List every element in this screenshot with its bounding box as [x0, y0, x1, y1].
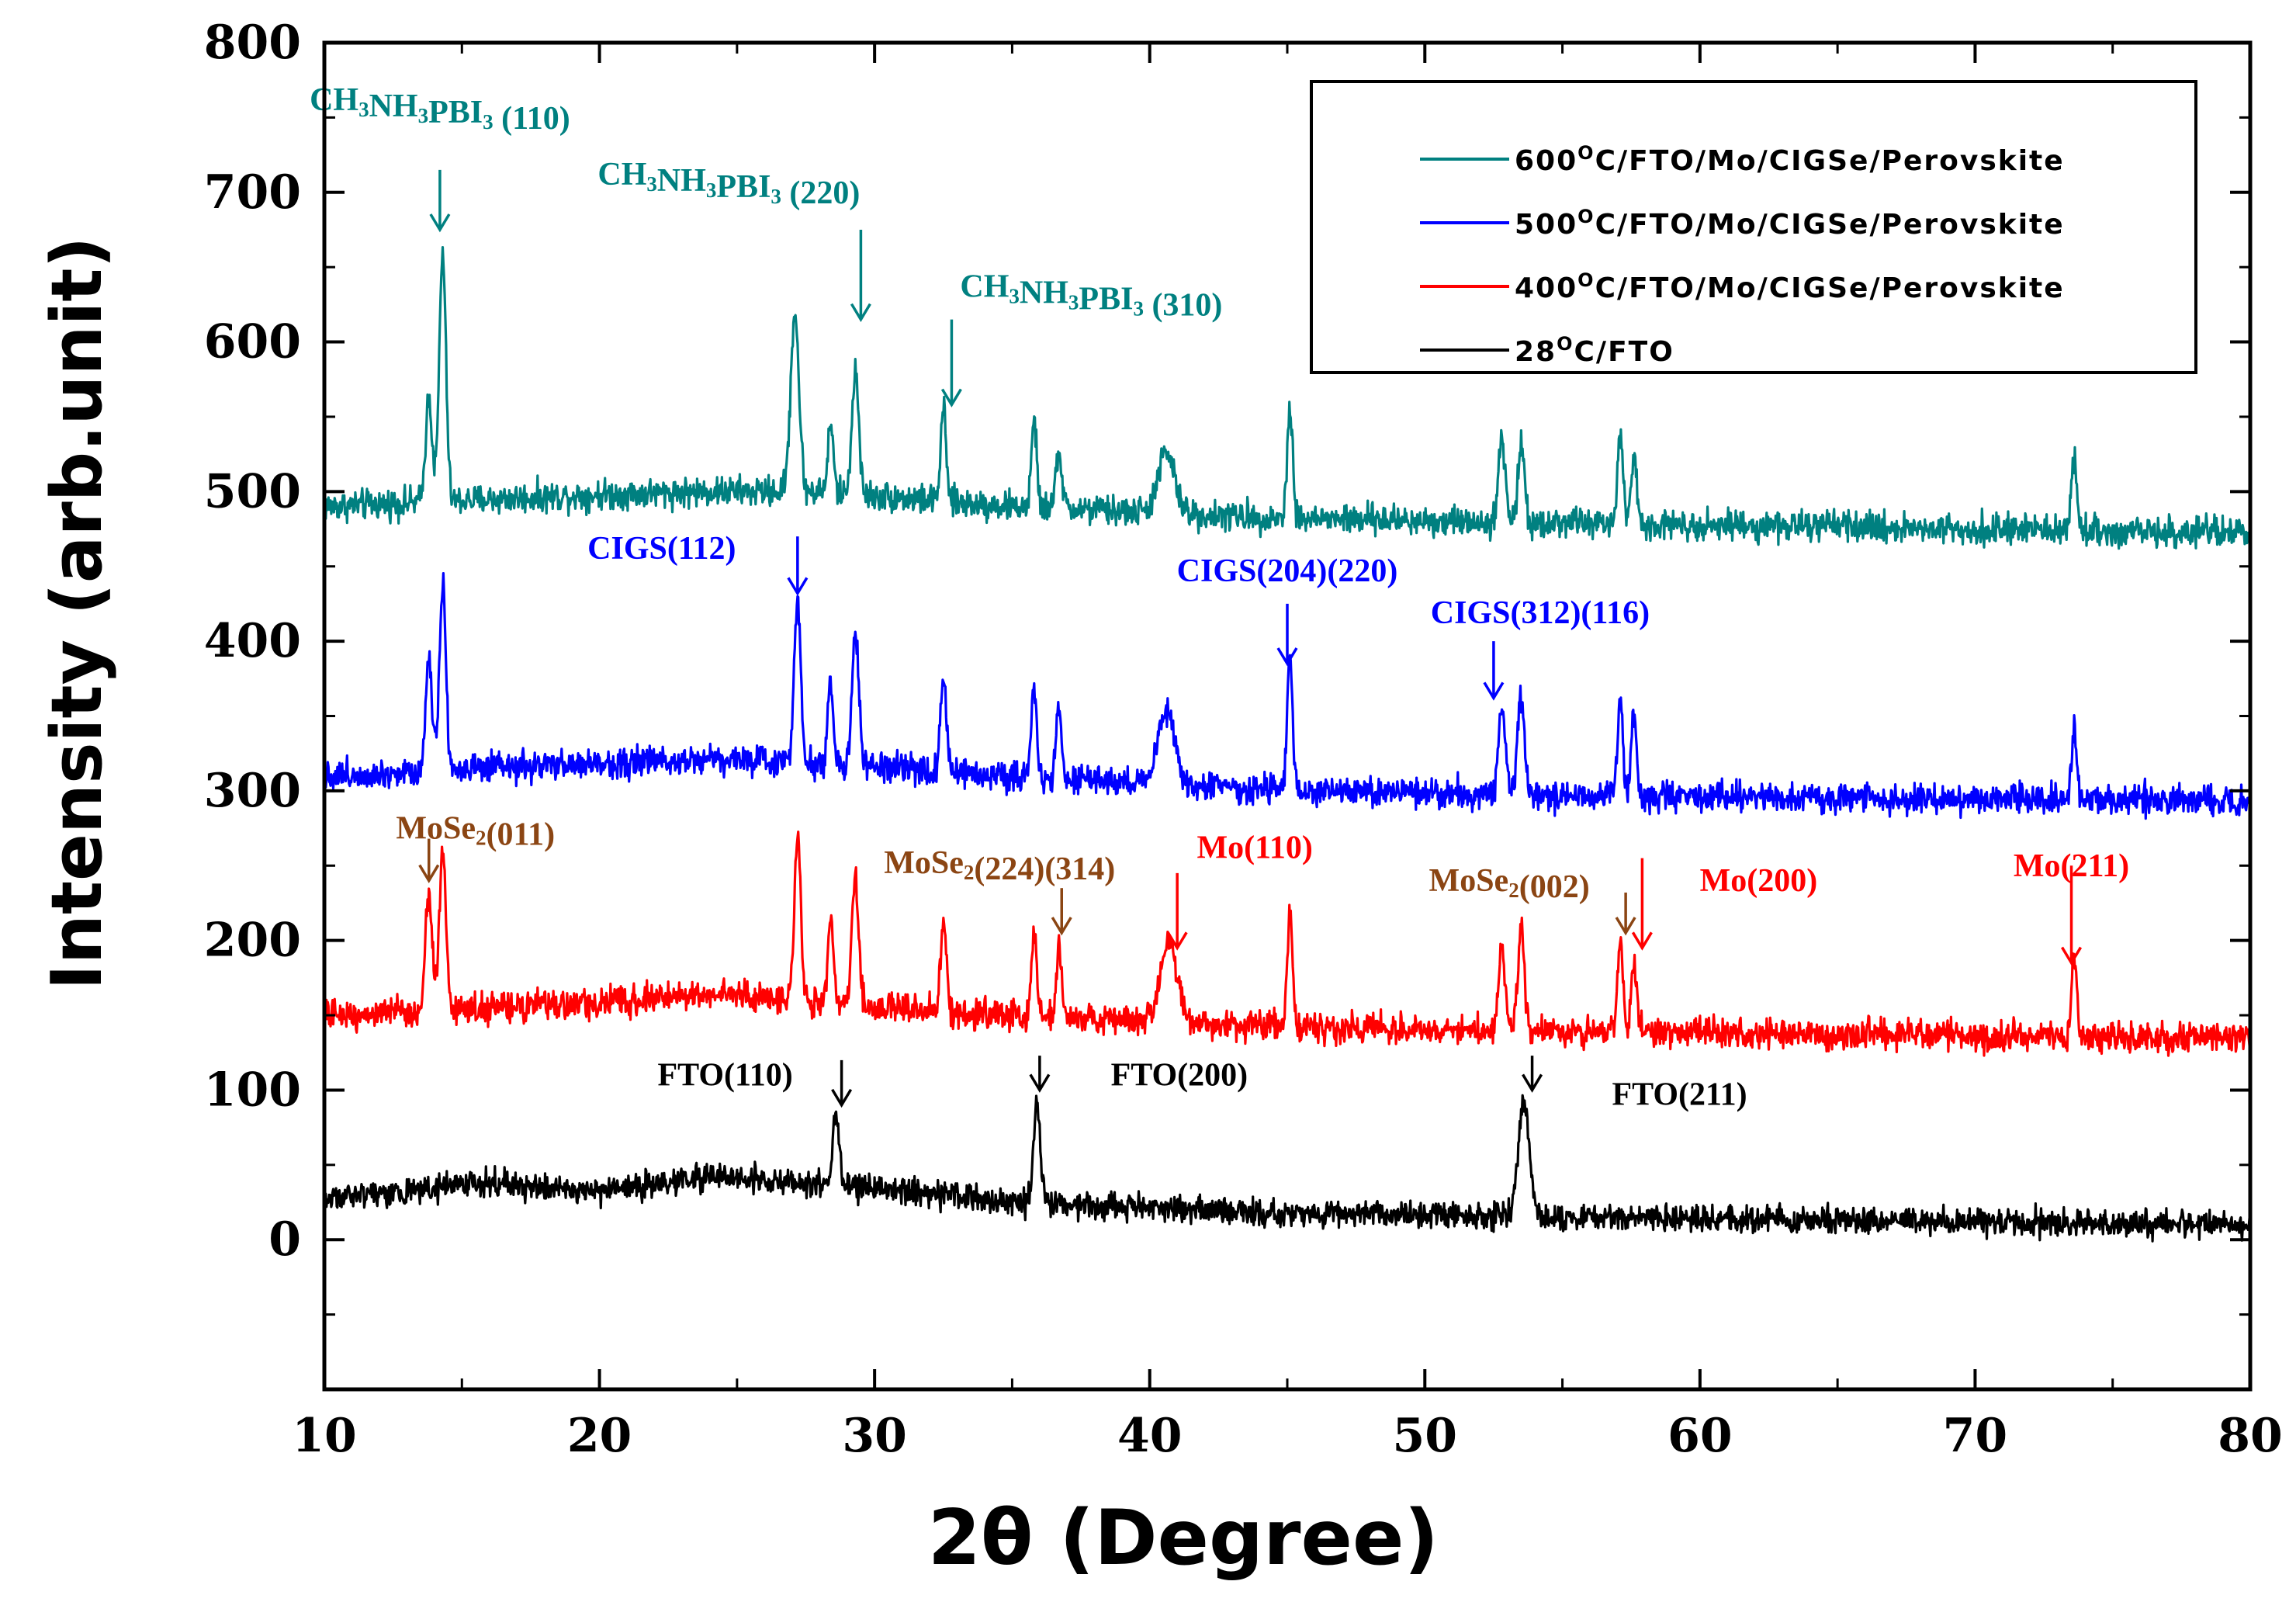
x-axis-title: 2θ (Degree) — [928, 1494, 1439, 1583]
y-axis-title: Intensity (arb.unit) — [36, 236, 118, 990]
series-layer — [323, 246, 2252, 1243]
annotation-arrow-head — [1166, 931, 1188, 951]
y-tick-label: 300 — [204, 764, 301, 818]
annotation-arrow-head — [831, 1088, 853, 1108]
y-tick-label: 600 — [204, 315, 301, 369]
x-tick-label: 50 — [1393, 1409, 1458, 1463]
annotation-label: FTO(110) — [657, 1058, 792, 1094]
annotation-label: CH3NH3PBI3 (310) — [960, 269, 1222, 324]
annotation-label: Mo(200) — [1700, 863, 1818, 899]
y-tick-label: 100 — [204, 1063, 301, 1117]
legend-entry-label: 600OC/FTO/Mo/CIGSe/Perovskite — [1515, 142, 2065, 177]
series-line-1 — [323, 571, 2252, 820]
annotation-arrow-head — [429, 213, 451, 233]
annotation-label: MoSe2(011) — [396, 811, 555, 853]
annotation-label: CH3NH3PBI3 (220) — [597, 157, 860, 211]
legend-box — [1310, 80, 2197, 374]
annotation-label: Mo(211) — [2014, 848, 2129, 884]
legend-entry-label: 500OC/FTO/Mo/CIGSe/Perovskite — [1515, 206, 2065, 241]
annotation-arrow-head — [1029, 1073, 1051, 1093]
annotation-label: MoSe2(224)(314) — [884, 845, 1115, 887]
x-tick-label: 40 — [1117, 1409, 1183, 1463]
y-tick-label: 200 — [204, 914, 301, 968]
annotation-label: MoSe2(002) — [1429, 863, 1590, 905]
x-tick-label: 10 — [292, 1409, 357, 1463]
x-tick-label: 30 — [842, 1409, 907, 1463]
series-line-0 — [323, 246, 2252, 550]
annotation-arrow-head — [2061, 946, 2083, 966]
annotation-label: CIGS(204)(220) — [1177, 553, 1398, 589]
annotation-label: CIGS(112) — [587, 531, 736, 567]
annotation-label: Mo(110) — [1197, 830, 1313, 866]
annotation-label: CH3NH3PBI3 (110) — [310, 82, 570, 137]
annotation-arrow-head — [1615, 917, 1636, 936]
annotation-arrow-head — [850, 303, 871, 323]
annotation-label: FTO(200) — [1111, 1058, 1248, 1094]
axes: 10 20 30 40 50 60 70 80010020030040050060070080… — [204, 16, 2283, 1463]
x-tick-label: 80 — [2218, 1409, 2283, 1463]
x-tick-label: 70 — [1943, 1409, 2008, 1463]
y-tick-label: 800 — [204, 16, 301, 70]
annotation-arrow-head — [787, 577, 809, 596]
x-tick-label: 20 — [567, 1409, 632, 1463]
annotation-arrow-head — [418, 864, 440, 883]
annotation-arrow-head — [1483, 681, 1505, 701]
annotation-arrow-head — [1051, 917, 1072, 936]
annotation-arrow-head — [1276, 647, 1298, 667]
series-line-3 — [323, 1094, 2252, 1243]
legend-entry-label: 28OC/FTO — [1515, 333, 1674, 368]
y-tick-label: 500 — [204, 464, 301, 518]
legend-entry-label: 400OC/FTO/Mo/CIGSe/Perovskite — [1515, 269, 2065, 304]
annotation-arrow-head — [1631, 931, 1653, 951]
annotation-label: CIGS(312)(116) — [1431, 595, 1650, 631]
annotation-layer: CH3NH3PBI3 (110) CH3NH3PBI3 (220) CH3NH3PB… — [310, 82, 2129, 1113]
series-line-2 — [323, 830, 2252, 1057]
annotation-arrow-head — [1522, 1073, 1543, 1093]
annotation-label: FTO(211) — [1612, 1077, 1747, 1113]
annotation-arrow-head — [940, 388, 962, 407]
x-tick-label: 60 — [1667, 1409, 1733, 1463]
legend: 600OC/FTO/Mo/CIGSe/Perovskite 500OC/FTO/M… — [1310, 80, 2197, 374]
y-tick-label: 0 — [268, 1212, 301, 1267]
y-tick-label: 400 — [204, 614, 301, 668]
y-tick-label: 700 — [204, 165, 301, 220]
